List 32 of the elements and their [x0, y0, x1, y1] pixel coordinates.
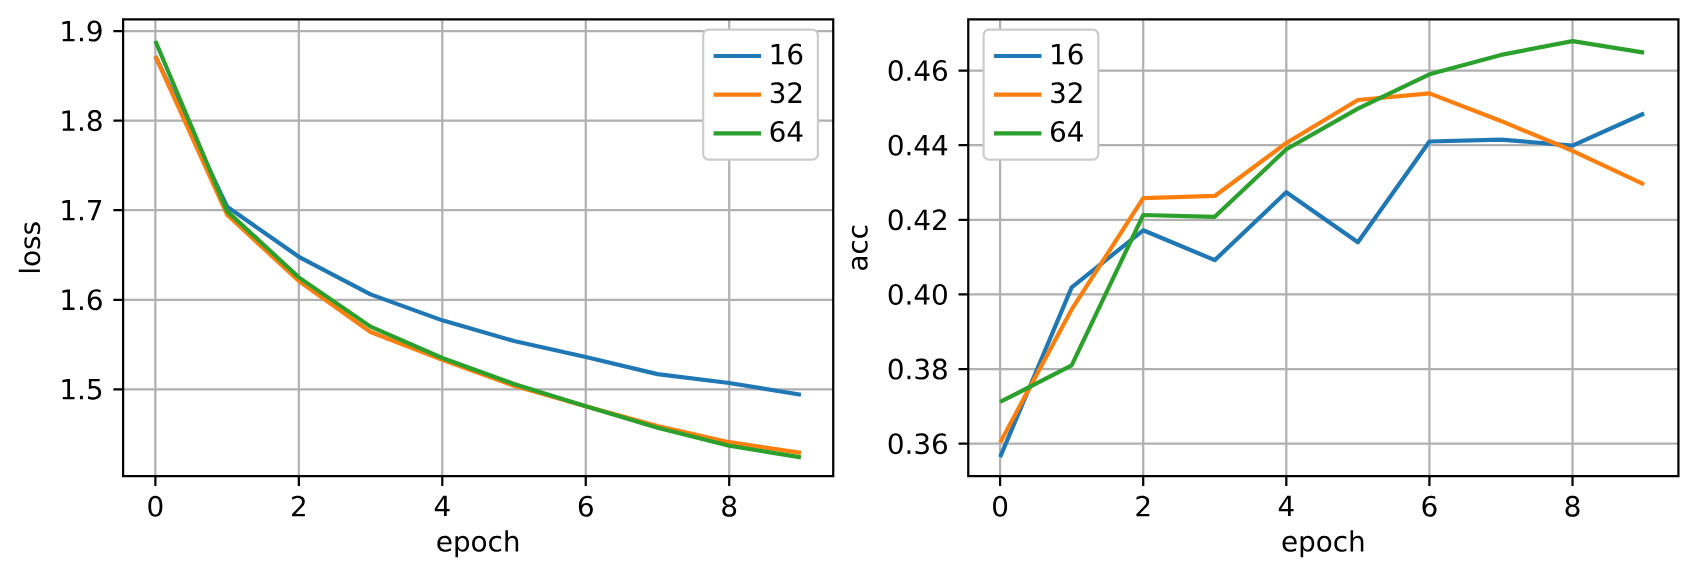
y-tick-label: 0.38 [888, 358, 947, 380]
y-tick-label: 1.6 [62, 289, 102, 311]
y-tick-label: 0.46 [888, 59, 947, 82]
y-tick-label: 0.40 [888, 283, 947, 305]
y-tick-label: 0.36 [888, 433, 947, 455]
y-tick-label: 1.7 [62, 200, 102, 221]
legend-label: 16 [1052, 43, 1083, 65]
y-tick-label: 0.44 [888, 134, 948, 156]
x-tick-label: 0 [148, 495, 163, 517]
x-tick-label: 8 [722, 495, 737, 517]
legend-label: 16 [771, 43, 803, 65]
x-tick-label: 8 [1565, 495, 1580, 517]
y-tick-label: 1.5 [62, 378, 102, 400]
x-tick-label: 4 [1278, 495, 1294, 516]
y-axis-title: acc [851, 225, 868, 270]
legend-label: 32 [1051, 82, 1082, 104]
y-tick-label: 1.8 [62, 110, 102, 132]
x-tick-label: 4 [434, 495, 450, 516]
x-tick-label: 6 [1422, 495, 1437, 517]
x-tick-label: 0 [993, 495, 1008, 517]
legend-label: 32 [770, 82, 802, 104]
x-tick-label: 2 [1136, 495, 1150, 517]
y-tick-label: 1.9 [62, 20, 102, 42]
legend-label: 64 [770, 120, 803, 142]
x-tick-label: 6 [578, 495, 593, 517]
y-axis-title: loss [18, 222, 41, 272]
x-axis-title: epoch [1282, 530, 1364, 558]
y-tick-label: 0.42 [888, 209, 946, 231]
x-axis-title: epoch [437, 530, 519, 558]
x-tick-label: 2 [292, 495, 305, 517]
line-series [998, 38, 1647, 404]
legend-label: 64 [1051, 120, 1083, 142]
